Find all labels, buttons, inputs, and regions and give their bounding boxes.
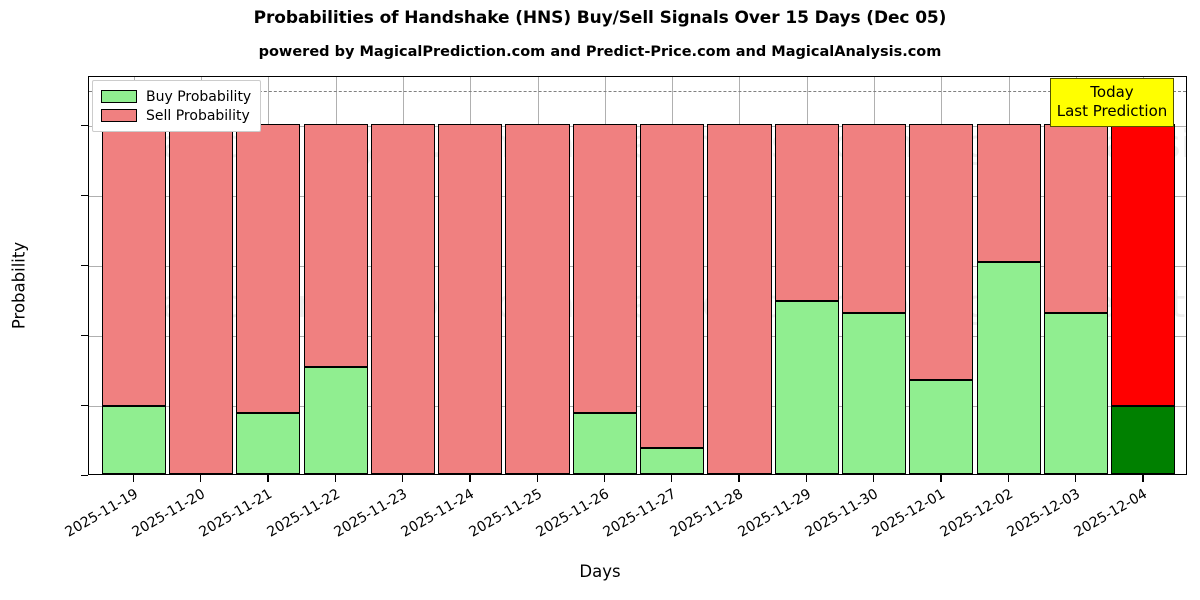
bar-2025-11-19[interactable]: [101, 77, 166, 474]
legend-item-sell: Sell Probability: [101, 106, 251, 125]
x-tick-mark: [873, 475, 875, 482]
bar-2025-11-28[interactable]: [707, 77, 772, 474]
y-axis-title: Probability: [9, 241, 29, 330]
bar-segment-buy[interactable]: [572, 412, 637, 474]
x-tick-mark: [1142, 475, 1144, 482]
bar-2025-11-20[interactable]: [168, 77, 234, 474]
bar-2025-12-01[interactable]: [909, 77, 974, 474]
x-tick-mark: [1074, 475, 1077, 482]
x-tick-mark: [738, 475, 740, 482]
y-gridline: [89, 196, 1186, 197]
x-axis-title: Days: [579, 562, 621, 581]
chart-legend: Buy Probability Sell Probability: [92, 80, 262, 132]
x-tick-mark: [334, 475, 336, 482]
x-tick-mark: [132, 475, 135, 482]
y-tick-mark: [81, 195, 88, 197]
y-tick-mark: [81, 125, 88, 127]
legend-swatch-buy-icon: [101, 90, 137, 103]
x-tick-mark: [940, 475, 942, 482]
bar-segment-sell[interactable]: [707, 124, 772, 474]
bar-2025-12-02[interactable]: [976, 77, 1041, 474]
bar-segment-sell[interactable]: [1043, 124, 1109, 313]
bar-2025-11-30[interactable]: [841, 77, 907, 474]
bar-segment-sell[interactable]: [505, 124, 570, 474]
bar-2025-11-27[interactable]: [640, 77, 705, 474]
bar-2025-11-23[interactable]: [370, 77, 436, 474]
bar-segment-sell[interactable]: [438, 124, 503, 474]
today-annotation-line1: Today: [1090, 83, 1134, 101]
bar-segment-sell[interactable]: [572, 124, 637, 413]
plot-inner: MagicalAnalysis.comMagicalAnalysis.comMa…: [89, 77, 1186, 474]
legend-swatch-sell-icon: [101, 109, 137, 122]
chart-subtitle: powered by MagicalPrediction.com and Pre…: [258, 44, 942, 60]
y-tick-mark: [81, 405, 88, 407]
bar-segment-buy[interactable]: [236, 412, 301, 474]
y-gridline: [89, 266, 1186, 267]
bar-segment-buy[interactable]: [774, 300, 839, 474]
bar-segment-buy[interactable]: [1043, 313, 1109, 474]
bar-2025-11-25[interactable]: [505, 77, 570, 474]
x-tick-mark: [536, 475, 538, 482]
chart-title: Probabilities of Handshake (HNS) Buy/Sel…: [253, 8, 947, 28]
bar-segment-sell[interactable]: [640, 124, 705, 448]
bar-segment-sell[interactable]: [101, 124, 166, 406]
x-tick-mark: [1007, 475, 1009, 482]
bar-segment-sell[interactable]: [236, 124, 301, 413]
y-tick-mark: [81, 475, 88, 477]
x-tick-mark: [671, 475, 673, 482]
bar-segment-sell[interactable]: [909, 124, 974, 380]
legend-label-sell: Sell Probability: [146, 107, 250, 124]
bar-2025-12-03[interactable]: [1043, 77, 1109, 474]
y-gridline: [89, 406, 1186, 407]
legend-item-buy: Buy Probability: [101, 87, 251, 106]
x-tick-mark: [805, 475, 808, 482]
bar-segment-sell[interactable]: [841, 124, 907, 313]
bar-segment-sell[interactable]: [774, 124, 839, 301]
y-tick-mark: [81, 335, 88, 337]
x-tick-mark: [267, 475, 269, 482]
bar-segment-sell[interactable]: [976, 124, 1041, 263]
bar-segment-sell[interactable]: [1111, 124, 1176, 406]
y-gridline: [89, 336, 1186, 337]
bar-segment-sell[interactable]: [168, 124, 234, 474]
today-annotation-line2: Last Prediction: [1056, 102, 1168, 120]
bar-segment-buy[interactable]: [303, 367, 368, 474]
today-annotation: Today Last Prediction: [1050, 78, 1174, 127]
x-tick-mark: [401, 475, 404, 482]
legend-label-buy: Buy Probability: [146, 88, 252, 105]
y-tick-mark: [81, 265, 88, 267]
bar-2025-11-26[interactable]: [572, 77, 637, 474]
y-gridline: [89, 126, 1186, 127]
bar-2025-12-04[interactable]: [1111, 77, 1176, 474]
bar-segment-buy[interactable]: [976, 262, 1041, 474]
bar-segment-buy[interactable]: [1111, 405, 1176, 474]
bar-segment-buy[interactable]: [909, 379, 974, 474]
bar-segment-buy[interactable]: [101, 405, 166, 474]
x-tick-mark: [200, 475, 202, 482]
x-tick-mark: [603, 475, 606, 482]
bar-segment-buy[interactable]: [640, 447, 705, 474]
bar-segment-sell[interactable]: [370, 124, 436, 474]
bar-2025-11-21[interactable]: [236, 77, 301, 474]
x-tick-mark: [469, 475, 471, 482]
bar-2025-11-29[interactable]: [774, 77, 839, 474]
bar-2025-11-24[interactable]: [438, 77, 503, 474]
reference-line: [89, 91, 1186, 92]
plot-area: MagicalAnalysis.comMagicalAnalysis.comMa…: [88, 76, 1187, 475]
bar-segment-sell[interactable]: [303, 124, 368, 368]
bar-segment-buy[interactable]: [841, 313, 907, 474]
bar-2025-11-22[interactable]: [303, 77, 368, 474]
